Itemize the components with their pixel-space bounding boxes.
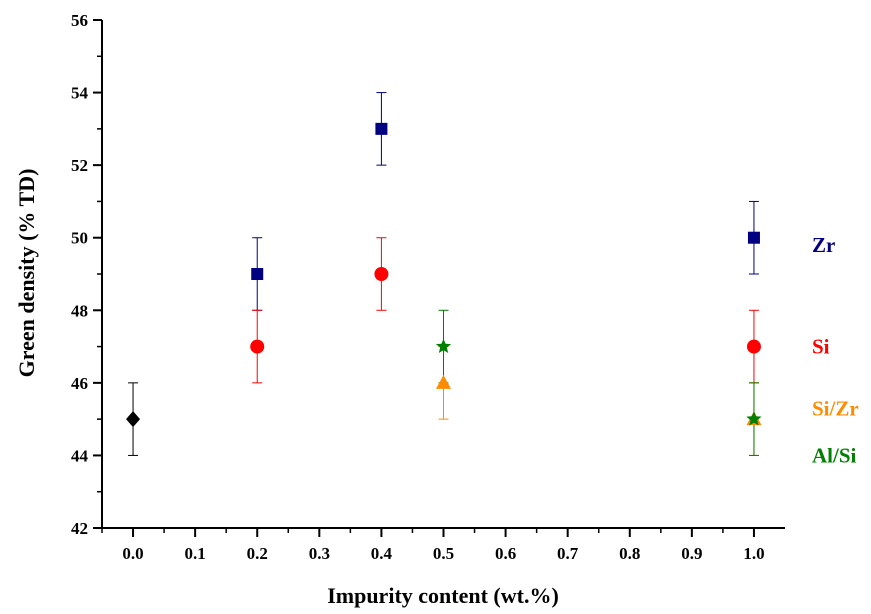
x-tick-label: 0.1	[185, 544, 206, 563]
x-tick-label: 0.6	[495, 544, 516, 563]
x-tick-label: 0.5	[433, 544, 454, 563]
x-axis-label: Impurity content (wt.%)	[327, 583, 559, 608]
circle-marker	[250, 339, 265, 354]
error-bars	[128, 92, 759, 456]
x-tick-label: 1.0	[743, 544, 764, 563]
triangle-marker	[436, 374, 451, 389]
star-marker	[746, 411, 762, 426]
data-markers	[126, 122, 762, 428]
star-marker	[435, 338, 452, 354]
x-tick-label: 0.3	[309, 544, 330, 563]
x-tick-label: 0.2	[247, 544, 268, 563]
y-tick-label: 50	[71, 229, 88, 248]
y-tick-label: 52	[71, 156, 88, 175]
square-marker	[251, 268, 264, 280]
y-tick-label: 56	[71, 11, 88, 30]
series-label: Zr	[812, 233, 835, 257]
square-marker	[747, 231, 760, 244]
y-axis-label: Green density (% TD)	[14, 169, 39, 378]
x-tick-label: 0.4	[371, 544, 393, 563]
x-tick-label: 0.0	[122, 544, 143, 563]
series-label: Si	[812, 335, 830, 359]
square-marker	[375, 122, 388, 135]
diamond-marker	[126, 411, 141, 428]
y-tick-label: 48	[71, 301, 88, 320]
axes: 0.0 0.1 0.2 0.3 0.4 0.5 0.6 0.7 0.8 0.9 1.0 42 44 46 4…	[71, 11, 785, 563]
y-tick-label: 42	[71, 519, 88, 538]
y-tick-label: 54	[71, 84, 89, 103]
series-label: Si/Zr	[812, 396, 859, 420]
circle-marker	[746, 339, 761, 354]
series-label: Al/Si	[812, 443, 857, 467]
y-tick-label: 44	[71, 446, 89, 465]
y-tick-label: 46	[71, 374, 88, 393]
series-labels: Zr Si Si/Zr Al/Si	[812, 233, 859, 467]
x-tick-label: 0.9	[681, 544, 702, 563]
x-tick-label: 0.7	[557, 544, 579, 563]
x-tick-label: 0.8	[619, 544, 640, 563]
circle-marker	[374, 267, 389, 281]
